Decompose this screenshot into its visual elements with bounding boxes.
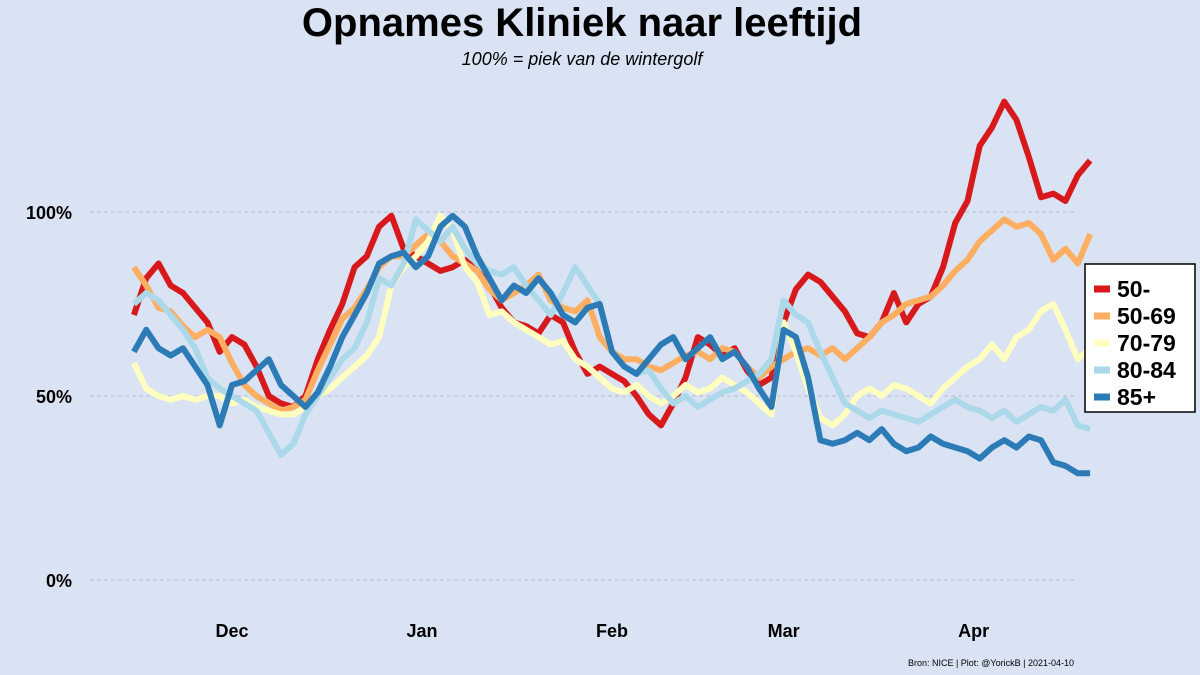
legend-label: 50- [1117, 276, 1150, 302]
x-tick-label: Dec [215, 621, 248, 641]
legend-label: 50-69 [1117, 303, 1176, 329]
series-lines [131, 98, 1093, 477]
y-tick-label: 0% [46, 571, 72, 591]
legend-label: 70-79 [1117, 330, 1176, 356]
x-axis-ticks: Dec Jan Feb Mar Apr [215, 621, 989, 641]
x-tick-label: Feb [596, 621, 628, 641]
y-tick-label: 100% [26, 203, 72, 223]
x-tick-label: Mar [768, 621, 800, 641]
chart-title: Opnames Kliniek naar leeftijd [302, 1, 862, 45]
x-tick-label: Apr [958, 621, 989, 641]
series-line-85+ [131, 212, 1091, 477]
series-line-70-79 [131, 212, 1093, 429]
x-tick-label: Jan [406, 621, 437, 641]
source-caption: Bron: NICE | Plot: @YorickB | 2021-04-10 [908, 658, 1074, 668]
y-axis-ticks: 0% 50% 100% [26, 203, 72, 591]
chart-subtitle: 100% = piek van de wintergolf [462, 49, 705, 69]
y-tick-label: 50% [36, 387, 72, 407]
legend-box [1084, 263, 1196, 413]
legend-label: 85+ [1117, 384, 1156, 410]
legend-label: 80-84 [1117, 357, 1176, 383]
